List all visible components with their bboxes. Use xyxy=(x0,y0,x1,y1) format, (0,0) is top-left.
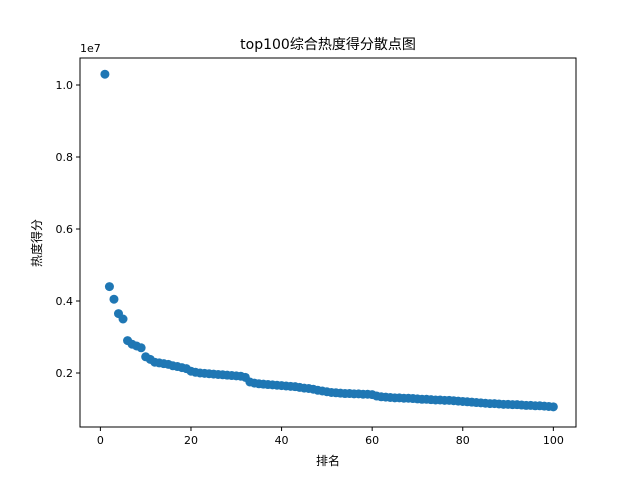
y-axis-ticks: 0.2 0.4 0.6 0.8 1.0 xyxy=(56,79,80,380)
y-tick-label: 0.8 xyxy=(56,151,74,164)
y-tick-label: 0.4 xyxy=(56,295,74,308)
x-tick-label: 60 xyxy=(365,434,379,447)
y-tick-label: 0.2 xyxy=(56,367,74,380)
data-point xyxy=(548,402,558,412)
y-offset-label: 1e7 xyxy=(80,42,101,55)
data-point xyxy=(100,69,110,79)
x-tick-label: 20 xyxy=(184,434,198,447)
x-tick-label: 80 xyxy=(456,434,470,447)
data-points xyxy=(100,69,558,412)
x-axis-label: 排名 xyxy=(316,453,340,468)
y-tick-label: 0.6 xyxy=(56,223,74,236)
chart-title: top100综合热度得分散点图 xyxy=(240,36,416,53)
data-point xyxy=(109,294,119,304)
data-point xyxy=(136,343,146,353)
data-point xyxy=(118,314,128,324)
x-tick-label: 100 xyxy=(543,434,564,447)
y-axis-label: 热度得分 xyxy=(29,219,44,267)
y-tick-label: 1.0 xyxy=(56,79,74,92)
x-axis-ticks: 0 20 40 60 80 100 xyxy=(97,427,564,447)
data-point xyxy=(104,282,114,292)
x-tick-label: 0 xyxy=(97,434,104,447)
x-tick-label: 40 xyxy=(275,434,289,447)
plot-area-frame xyxy=(79,57,577,428)
